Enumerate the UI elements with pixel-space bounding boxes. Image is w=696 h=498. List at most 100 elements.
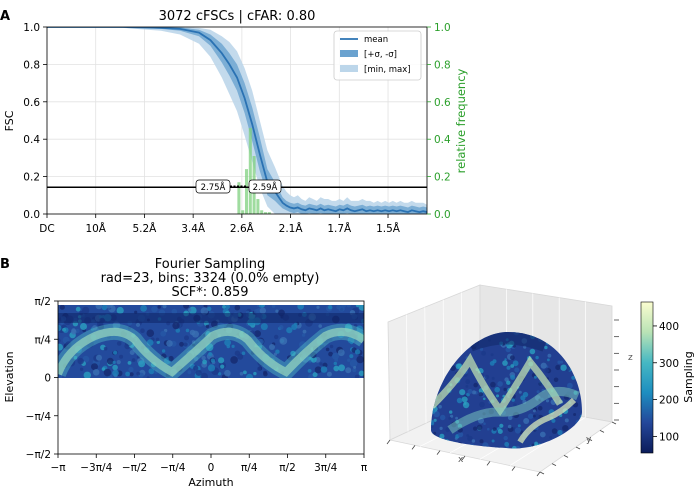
map-y-tick-label: −π/4 [26,411,52,423]
map-x-label: Azimuth [188,476,233,489]
map-speckle [91,363,98,371]
fsc-plot-frame [46,26,428,215]
map-speckle [354,349,361,355]
dome-speckle [439,426,443,430]
dome-speckle [537,405,543,411]
fsc-x-tick-label: 2.1Å [279,222,304,235]
map-speckle [337,349,345,357]
map-speckle [73,355,78,360]
map-speckle [160,353,167,360]
map-speckle [217,321,223,328]
map-speckle [237,353,244,360]
dome-speckle [504,358,507,361]
map-speckle [307,369,312,373]
dome-speckle [510,374,516,380]
map-speckle [290,350,296,357]
fsc-x-tick-label: 3.4Å [181,222,206,235]
threshold-label-box-right [248,179,282,194]
mean-curve [47,27,427,214]
map-speckle [319,362,323,366]
map-speckle [175,328,181,333]
dome-speckle [553,377,559,383]
dome-speckle [503,387,507,392]
map-speckle [161,349,166,353]
colorbar-tick-label: 300 [659,358,679,370]
map-speckle [319,344,325,349]
map-x-tick-label: −π/4 [160,462,186,474]
map-x-ticks: −π −3π/4 −π/2 −π/4 0 π/4 π/2 3π/4 π [50,454,368,474]
map-speckle [208,352,213,357]
map-speckle [168,355,174,362]
colorbar-ticks: 100 200 300 400 [653,321,679,443]
map-speckle [131,358,136,362]
dome-speckle [440,414,446,421]
axis-3d-y-label: y [586,435,592,445]
dome-speckle [578,444,582,449]
sigma-band [47,27,427,214]
map-speckle [106,357,114,365]
threshold-label-box-left [195,179,231,194]
map-speckle [358,305,364,311]
map-speckle [333,361,337,366]
map-speckle [129,350,135,355]
map-speckle [320,366,328,373]
map-speckle [217,372,222,376]
map-speckle [101,305,108,311]
axis-3d-y-tick [539,471,545,475]
fsc-title: 3072 cFSCs | cFAR: 0.80 [159,9,316,24]
dome-speckle [503,435,508,441]
map-speckle [58,343,63,351]
dome-speckle [539,431,546,438]
sampling-scf: SCF*: 0.859 [171,285,248,300]
map-y-ticks: −π/2 −π/4 0 π/4 π/2 [26,296,58,461]
dome-speckle [512,445,517,449]
mean-line [47,27,427,214]
dome-speckle [450,414,454,418]
dome-speckle [504,441,510,447]
map-speckle [135,322,141,327]
axis-3d-y-tick [587,438,593,442]
map-speckle [338,305,345,312]
dome-speckle [514,367,520,373]
map-speckle [274,334,279,340]
map-speckle [92,369,100,376]
map-speckle [345,367,352,374]
map-speckle [346,305,352,308]
map-speckle [302,329,307,334]
map-y-tick-label: π/2 [34,296,51,308]
dome-speckle [484,374,490,380]
map-speckle [243,370,247,375]
map-speckle [157,305,161,309]
map-speckle [326,371,332,377]
map-speckle [279,337,288,345]
map-speckle [260,323,268,331]
map-speckle [153,369,158,374]
map-speckle [332,352,339,360]
dome-speckle [529,348,536,355]
histogram-bar [260,210,264,214]
dome-speckle [510,364,515,368]
dome-speckle [506,380,511,385]
map-speckle [129,372,134,377]
map-speckle [224,369,231,377]
freq-y-tick-label: 0.0 [434,209,451,221]
map-speckle [310,356,317,363]
map-speckle [325,347,330,352]
map-speckle [257,338,264,345]
axis-3d-y-tick [611,421,617,425]
map-y-label: Elevation [3,351,16,402]
panel-b-letter: B [0,257,10,272]
map-speckle [193,365,199,371]
map-speckle [192,343,196,347]
dome-speckle [551,418,556,423]
map-speckle [218,357,225,364]
dome-speckle [499,423,504,428]
dome-speckle [533,375,537,379]
dome-speckle [466,434,470,437]
axis-3d-x-tick [436,450,441,455]
map-speckle [258,305,265,308]
dome-speckle [557,360,561,364]
dome-speckle [473,382,479,388]
map-x-tick-label: −π/2 [122,462,147,474]
